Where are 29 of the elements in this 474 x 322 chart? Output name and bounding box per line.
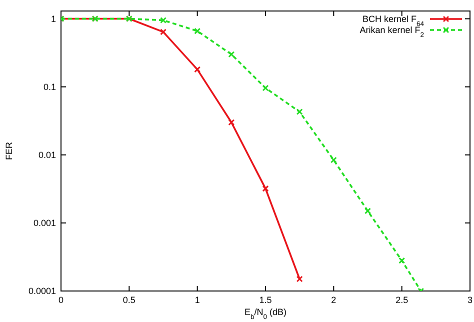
point xyxy=(160,28,166,36)
x-tick-label: 0.5 xyxy=(122,295,136,305)
x-axis-title: E$_{b}$/N$_{0}$ (dB) xyxy=(244,307,287,320)
point xyxy=(194,28,201,34)
y-tick-label: 0.001 xyxy=(33,218,56,228)
point xyxy=(194,66,201,73)
point xyxy=(160,17,166,24)
point xyxy=(296,276,303,282)
y-axis-title: FER xyxy=(4,142,14,160)
y-tick-label: 0.1 xyxy=(43,82,56,92)
x-tick-label: 3 xyxy=(467,295,473,305)
point xyxy=(364,208,371,214)
legend-label: Arikan kernel F$_{2}$ xyxy=(360,25,424,38)
y-tick-label: 1 xyxy=(50,14,56,24)
point xyxy=(330,156,337,164)
point xyxy=(262,185,269,192)
y-tick-label: 0.0001 xyxy=(28,286,56,296)
point xyxy=(262,84,269,92)
point xyxy=(228,51,235,58)
x-tick-label: 1.5 xyxy=(259,295,272,305)
y-tick-label: 0.01 xyxy=(38,150,56,160)
x-tick-label: 2 xyxy=(331,295,336,305)
x-tick-label: 1 xyxy=(194,295,200,305)
point xyxy=(296,108,303,116)
x-tick-label: 0 xyxy=(58,295,64,305)
legend-label: BCH kernel F$_{64}$ xyxy=(362,14,424,28)
point xyxy=(398,257,406,264)
point xyxy=(228,119,235,126)
x-tick-label: 2.5 xyxy=(396,295,408,305)
